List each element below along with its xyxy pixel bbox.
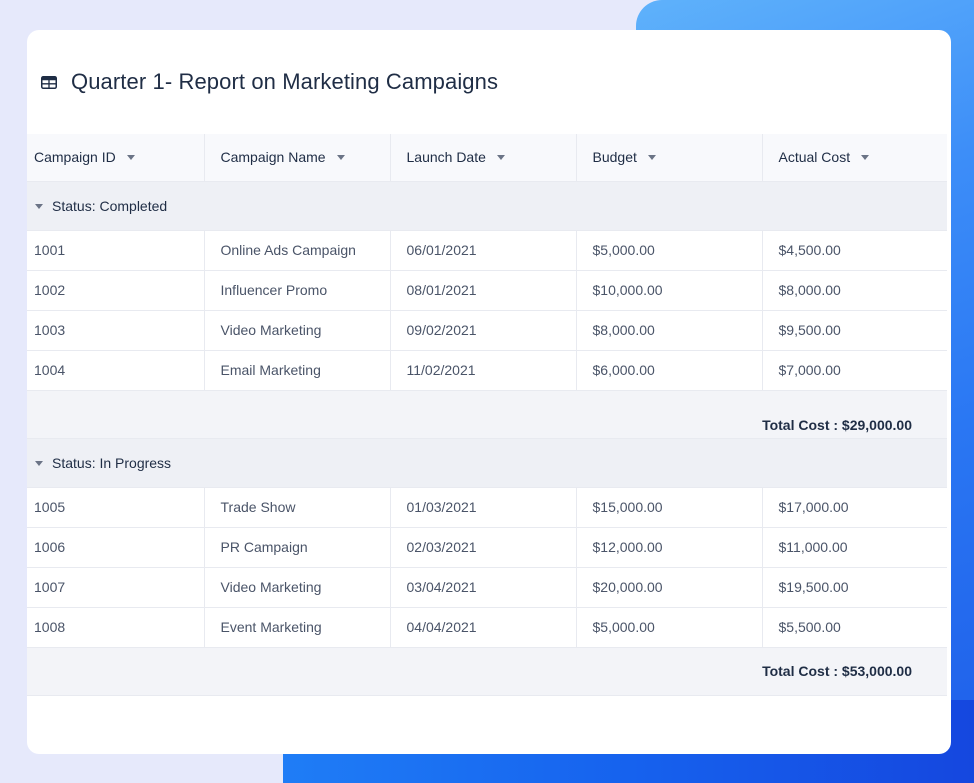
table-icon	[41, 75, 57, 89]
report-card: Quarter 1- Report on Marketing Campaigns…	[27, 30, 951, 754]
cell-launch-date: 03/04/2021	[390, 567, 577, 608]
page-title: Quarter 1- Report on Marketing Campaigns	[71, 69, 499, 94]
cell-campaign-id: 1005	[27, 487, 205, 528]
column-header-launch-date[interactable]: Launch Date	[390, 134, 577, 182]
column-header-label: Budget	[592, 149, 637, 166]
collapse-caret-icon[interactable]	[35, 203, 43, 209]
column-header-label: Launch Date	[406, 149, 486, 166]
cell-campaign-name: Influencer Promo	[204, 270, 391, 311]
cell-actual-cost: $5,500.00	[762, 607, 947, 648]
chevron-down-icon[interactable]	[126, 155, 135, 161]
cell-actual-cost: $11,000.00	[762, 527, 947, 568]
group-total-cost: Total Cost : $53,000.00	[27, 647, 947, 696]
cell-campaign-id: 1004	[27, 350, 205, 391]
table-row[interactable]: 1003 Video Marketing 09/02/2021 $8,000.0…	[27, 310, 947, 351]
cell-budget: $20,000.00	[576, 567, 763, 608]
cell-launch-date: 04/04/2021	[390, 607, 577, 648]
group-label: Status: In Progress	[52, 454, 172, 471]
cell-campaign-id: 1007	[27, 567, 205, 608]
cell-budget: $15,000.00	[576, 487, 763, 528]
group-summary-row: Total Cost : $29,000.00	[27, 390, 947, 439]
group-label: Status: Completed	[52, 197, 168, 214]
cell-campaign-id: 1008	[27, 607, 205, 648]
cell-campaign-id: 1006	[27, 527, 205, 568]
table-row[interactable]: 1007 Video Marketing 03/04/2021 $20,000.…	[27, 567, 947, 608]
chevron-down-icon[interactable]	[336, 155, 345, 161]
cell-actual-cost: $4,500.00	[762, 230, 947, 271]
cell-budget: $5,000.00	[576, 607, 763, 648]
title-bar: Quarter 1- Report on Marketing Campaigns	[27, 30, 951, 134]
cell-campaign-id: 1003	[27, 310, 205, 351]
cell-launch-date: 06/01/2021	[390, 230, 577, 271]
table-row[interactable]: 1002 Influencer Promo 08/01/2021 $10,000…	[27, 270, 947, 311]
column-header-campaign-id[interactable]: Campaign ID	[27, 134, 205, 182]
cell-budget: $5,000.00	[576, 230, 763, 271]
cell-campaign-name: PR Campaign	[204, 527, 391, 568]
cell-actual-cost: $19,500.00	[762, 567, 947, 608]
cell-campaign-name: Video Marketing	[204, 310, 391, 351]
cell-actual-cost: $9,500.00	[762, 310, 947, 351]
column-header-campaign-name[interactable]: Campaign Name	[204, 134, 391, 182]
cell-actual-cost: $17,000.00	[762, 487, 947, 528]
cell-launch-date: 09/02/2021	[390, 310, 577, 351]
table-row[interactable]: 1006 PR Campaign 02/03/2021 $12,000.00 $…	[27, 527, 947, 568]
cell-campaign-name: Video Marketing	[204, 567, 391, 608]
column-header-actual-cost[interactable]: Actual Cost	[762, 134, 947, 182]
group-row-in-progress[interactable]: Status: In Progress	[27, 438, 947, 488]
table-row[interactable]: 1001 Online Ads Campaign 06/01/2021 $5,0…	[27, 230, 947, 271]
cell-budget: $8,000.00	[576, 310, 763, 351]
group-total-cost: Total Cost : $29,000.00	[27, 390, 947, 439]
cell-budget: $12,000.00	[576, 527, 763, 568]
cell-campaign-id: 1001	[27, 230, 205, 271]
cell-campaign-name: Trade Show	[204, 487, 391, 528]
cell-campaign-name: Email Marketing	[204, 350, 391, 391]
cell-actual-cost: $8,000.00	[762, 270, 947, 311]
table-row[interactable]: 1004 Email Marketing 11/02/2021 $6,000.0…	[27, 350, 947, 391]
collapse-caret-icon[interactable]	[35, 460, 43, 466]
cell-campaign-id: 1002	[27, 270, 205, 311]
table-row[interactable]: 1008 Event Marketing 04/04/2021 $5,000.0…	[27, 607, 947, 648]
cell-campaign-name: Event Marketing	[204, 607, 391, 648]
column-header-budget[interactable]: Budget	[576, 134, 763, 182]
table-row[interactable]: 1005 Trade Show 01/03/2021 $15,000.00 $1…	[27, 487, 947, 528]
cell-launch-date: 11/02/2021	[390, 350, 577, 391]
cell-launch-date: 01/03/2021	[390, 487, 577, 528]
campaign-grid: Campaign ID Campaign Name Launch Date Bu…	[27, 134, 947, 696]
chevron-down-icon[interactable]	[496, 155, 505, 161]
chevron-down-icon[interactable]	[647, 155, 656, 161]
column-header-label: Campaign ID	[34, 149, 116, 166]
column-header-label: Campaign Name	[220, 149, 326, 166]
cell-budget: $10,000.00	[576, 270, 763, 311]
cell-actual-cost: $7,000.00	[762, 350, 947, 391]
chevron-down-icon[interactable]	[861, 155, 870, 161]
header-row: Campaign ID Campaign Name Launch Date Bu…	[27, 134, 947, 182]
group-row-completed[interactable]: Status: Completed	[27, 181, 947, 231]
column-header-label: Actual Cost	[778, 149, 851, 166]
cell-campaign-name: Online Ads Campaign	[204, 230, 391, 271]
group-summary-row: Total Cost : $53,000.00	[27, 647, 947, 696]
cell-budget: $6,000.00	[576, 350, 763, 391]
cell-launch-date: 02/03/2021	[390, 527, 577, 568]
cell-launch-date: 08/01/2021	[390, 270, 577, 311]
